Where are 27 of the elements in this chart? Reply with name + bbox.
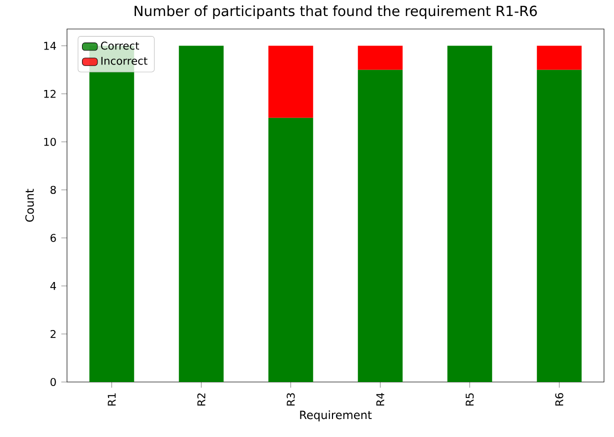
x-tick-label: R4 xyxy=(376,392,384,406)
bar xyxy=(447,46,492,382)
y-tick-label: 4 xyxy=(50,282,56,290)
x-tick-label: R2 xyxy=(197,393,206,406)
y-tick-label: 10 xyxy=(44,138,56,146)
bar xyxy=(268,46,314,118)
bar xyxy=(358,46,403,70)
bar xyxy=(268,118,314,382)
y-tick-label: 6 xyxy=(50,234,56,242)
x-axis-title: Requirement xyxy=(300,410,372,422)
y-tick-label: 8 xyxy=(50,186,56,194)
y-axis-title: Count xyxy=(25,188,34,222)
x-tick-label: R1 xyxy=(108,393,116,406)
y-tick-label: 0 xyxy=(50,378,56,386)
y-tick-label: 12 xyxy=(44,90,56,98)
bar xyxy=(178,46,224,382)
x-tick-label: R5 xyxy=(466,393,474,406)
legend-label: Correct xyxy=(100,42,140,50)
x-tick-label: R3 xyxy=(286,393,295,406)
legend-label: Incorrect xyxy=(101,56,148,65)
bar xyxy=(358,70,403,382)
y-tick-label: 14 xyxy=(44,42,56,50)
y-tick-label: 2 xyxy=(50,330,56,338)
bar xyxy=(536,46,582,70)
x-tick-label: R6 xyxy=(555,393,564,406)
chart-title: Number of participants that found the requirement R1-R6 xyxy=(134,5,537,19)
bar xyxy=(536,70,582,382)
